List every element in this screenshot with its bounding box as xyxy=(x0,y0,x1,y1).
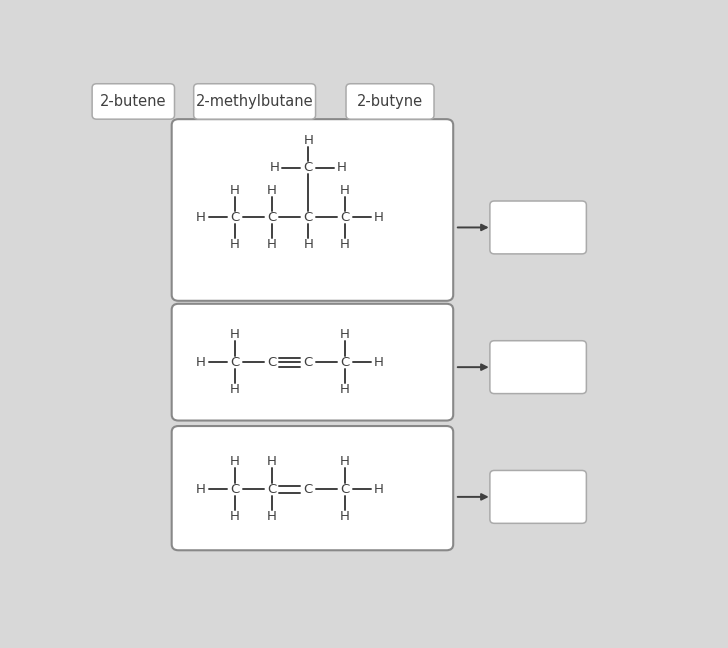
Text: H: H xyxy=(269,161,280,174)
Text: C: C xyxy=(304,483,313,496)
FancyBboxPatch shape xyxy=(490,201,586,254)
Text: H: H xyxy=(373,211,384,224)
Text: C: C xyxy=(304,161,313,174)
Text: H: H xyxy=(266,456,277,469)
Text: C: C xyxy=(230,356,240,369)
Text: H: H xyxy=(230,511,240,524)
Text: 2-butene: 2-butene xyxy=(100,94,167,109)
Text: C: C xyxy=(230,211,240,224)
Text: C: C xyxy=(230,483,240,496)
FancyBboxPatch shape xyxy=(172,426,454,550)
FancyBboxPatch shape xyxy=(92,84,175,119)
FancyBboxPatch shape xyxy=(172,304,454,421)
Text: H: H xyxy=(230,383,240,396)
Text: H: H xyxy=(304,133,313,146)
Text: H: H xyxy=(337,161,347,174)
FancyBboxPatch shape xyxy=(346,84,434,119)
Text: H: H xyxy=(373,483,384,496)
Text: H: H xyxy=(340,238,350,251)
Text: H: H xyxy=(230,183,240,196)
Text: H: H xyxy=(266,238,277,251)
Text: C: C xyxy=(340,483,349,496)
Text: C: C xyxy=(340,211,349,224)
Text: C: C xyxy=(304,356,313,369)
Text: H: H xyxy=(230,238,240,251)
Text: H: H xyxy=(340,183,350,196)
Text: C: C xyxy=(267,356,276,369)
Text: H: H xyxy=(196,211,206,224)
Text: H: H xyxy=(196,356,206,369)
Text: C: C xyxy=(304,211,313,224)
Text: H: H xyxy=(373,356,384,369)
FancyBboxPatch shape xyxy=(490,341,586,393)
Text: 2-methylbutane: 2-methylbutane xyxy=(196,94,314,109)
Text: C: C xyxy=(267,211,276,224)
Text: H: H xyxy=(196,483,206,496)
FancyBboxPatch shape xyxy=(172,119,454,301)
FancyBboxPatch shape xyxy=(194,84,315,119)
Text: C: C xyxy=(340,356,349,369)
Text: C: C xyxy=(267,483,276,496)
Text: 2-butyne: 2-butyne xyxy=(357,94,423,109)
Text: H: H xyxy=(340,383,350,396)
Text: H: H xyxy=(340,511,350,524)
FancyBboxPatch shape xyxy=(490,470,586,524)
Text: H: H xyxy=(340,456,350,469)
Text: H: H xyxy=(340,329,350,341)
Text: H: H xyxy=(230,329,240,341)
Text: H: H xyxy=(304,238,313,251)
Text: H: H xyxy=(266,511,277,524)
Text: H: H xyxy=(266,183,277,196)
Text: H: H xyxy=(230,456,240,469)
